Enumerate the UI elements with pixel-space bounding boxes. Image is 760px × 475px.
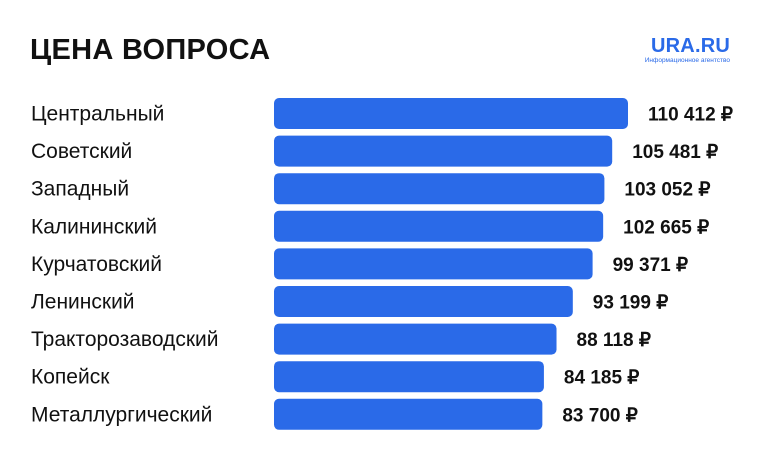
- category-label: Металлургический: [31, 403, 212, 426]
- bar: [274, 361, 544, 393]
- bar: [274, 323, 557, 355]
- chart-title: ЦЕНА ВОПРОСА: [30, 34, 271, 66]
- category-label: Курчатовский: [31, 253, 162, 276]
- ura-logo[interactable]: URA.RU Информационное агентство: [645, 36, 730, 65]
- bar: [274, 398, 543, 430]
- category-label: Центральный: [31, 103, 164, 126]
- value-label: 83 700 ₽: [562, 405, 637, 426]
- value-label: 110 412 ₽: [648, 105, 733, 126]
- bar: [274, 210, 604, 242]
- value-label: 88 118 ₽: [577, 330, 651, 351]
- category-label: Ленинский: [31, 291, 135, 314]
- value-label: 102 665 ₽: [623, 217, 709, 238]
- category-label: Копейск: [31, 366, 110, 389]
- bar: [274, 135, 613, 167]
- category-label: Тракторозаводский: [31, 328, 218, 351]
- bar: [274, 286, 573, 317]
- category-label: Западный: [31, 178, 129, 201]
- logo-name: URA.RU: [651, 35, 730, 57]
- logo-tagline: Информационное агентство: [644, 57, 730, 64]
- bar: [274, 98, 628, 129]
- value-label: 105 481 ₽: [632, 142, 718, 163]
- bar: [274, 248, 593, 280]
- bar: [274, 173, 605, 205]
- value-label: 84 185 ₽: [564, 368, 639, 389]
- value-label: 103 052 ₽: [624, 180, 710, 201]
- category-label: Советский: [31, 140, 132, 163]
- value-label: 93 199 ₽: [593, 293, 668, 314]
- value-label: 99 371 ₽: [613, 255, 688, 276]
- category-label: Калининский: [31, 215, 157, 238]
